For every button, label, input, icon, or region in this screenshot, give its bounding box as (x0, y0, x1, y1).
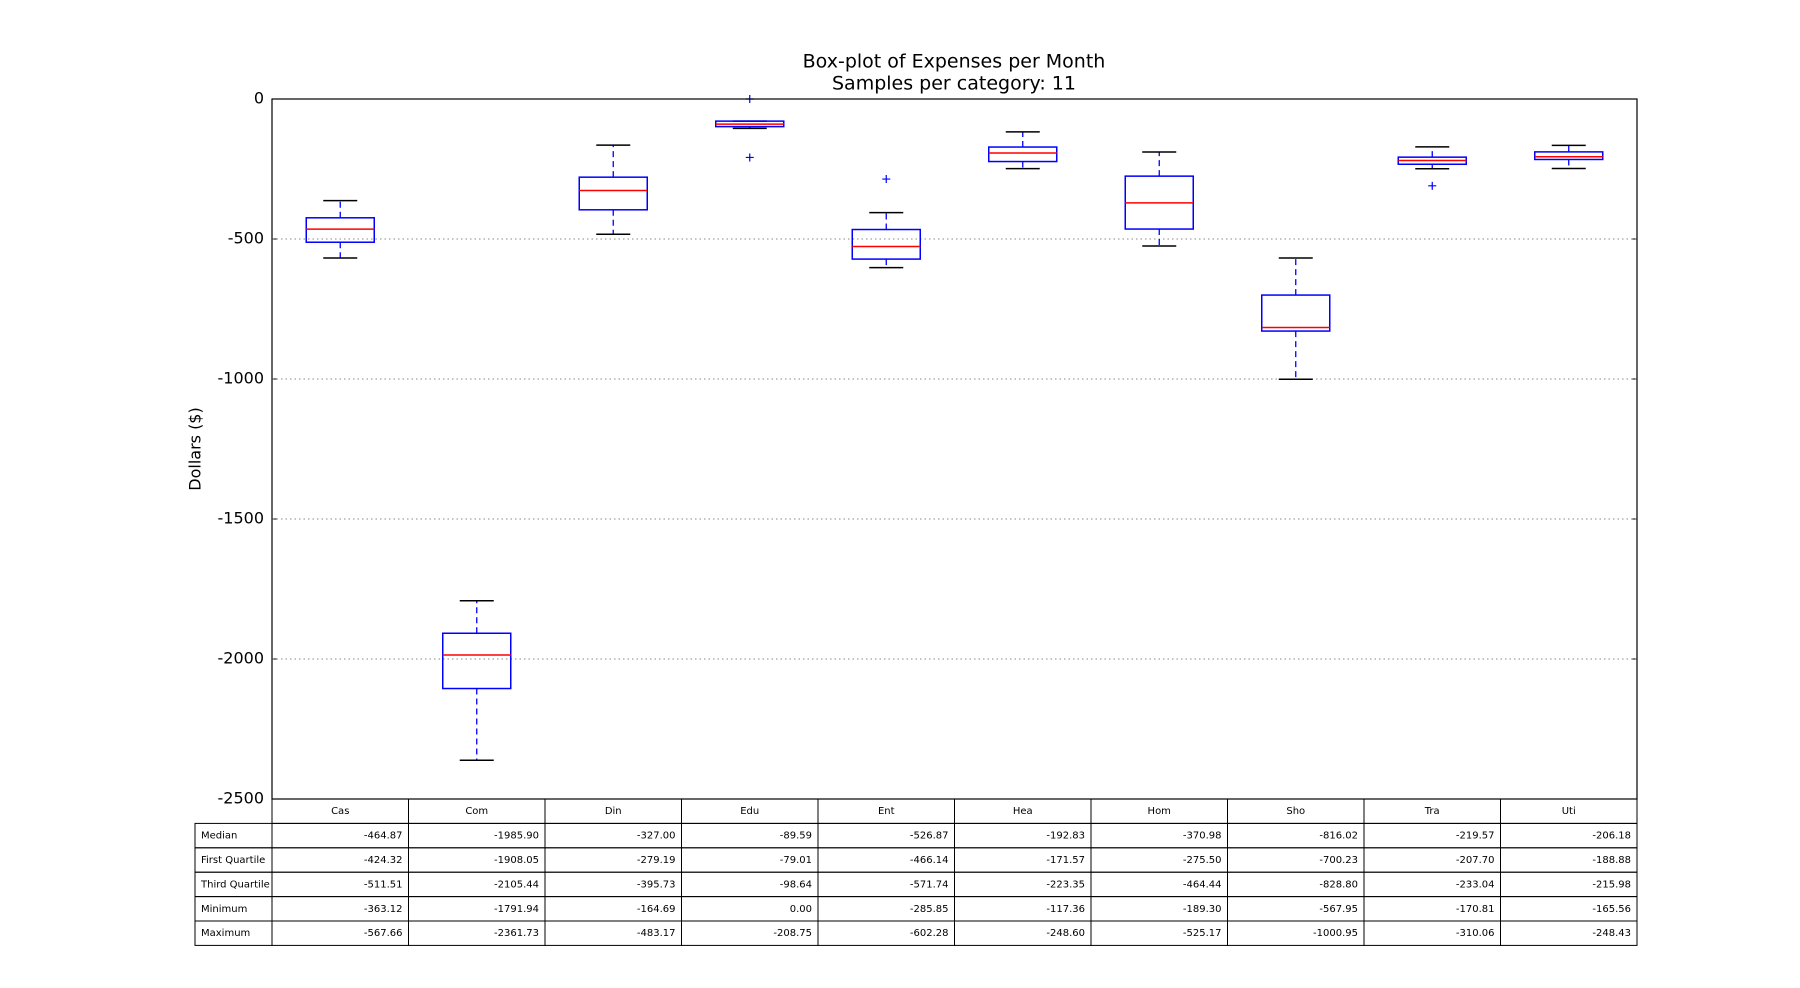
table-value: -223.35 (1046, 879, 1085, 890)
table-value: -1000.95 (1313, 928, 1358, 939)
table-value: -279.19 (637, 855, 676, 866)
table-value: -511.51 (364, 879, 403, 890)
row-header: Third Quartile (200, 879, 270, 890)
table-value: 0.00 (790, 904, 812, 915)
table-value: -567.95 (1319, 904, 1358, 915)
table-value: -165.56 (1592, 904, 1631, 915)
table-value: -1985.90 (494, 831, 539, 842)
y-tick-label: -2500 (218, 789, 265, 808)
table-value: -526.87 (910, 831, 949, 842)
column-header: Edu (740, 806, 759, 817)
y-tick-label: -1000 (218, 369, 265, 388)
column-header: Cas (331, 806, 349, 817)
table-value: -164.69 (637, 904, 676, 915)
table-value: -483.17 (637, 928, 676, 939)
y-tick-label: -500 (228, 229, 264, 248)
table-value: -207.70 (1456, 855, 1495, 866)
y-tick-label: 0 (254, 89, 264, 108)
table-value: -571.74 (910, 879, 949, 890)
row-header: Maximum (201, 928, 250, 939)
table-value: -2361.73 (494, 928, 539, 939)
table-value: -525.17 (1183, 928, 1222, 939)
table-value: -170.81 (1456, 904, 1495, 915)
table-value: -424.32 (364, 855, 403, 866)
table-value: -219.57 (1456, 831, 1495, 842)
table-value: -602.28 (910, 928, 949, 939)
y-tick-label: -1500 (218, 509, 265, 528)
box (305, 217, 375, 243)
table-value: -208.75 (773, 928, 812, 939)
column-header: Tra (1424, 806, 1440, 817)
table-value: -816.02 (1319, 831, 1358, 842)
box (1534, 151, 1604, 161)
column-header: Com (465, 806, 488, 817)
box (988, 146, 1058, 163)
table-value: -567.66 (364, 928, 403, 939)
table-value: -395.73 (637, 879, 676, 890)
column-header: Hea (1013, 806, 1033, 817)
table-value: -466.14 (910, 855, 949, 866)
table-value: -189.30 (1183, 904, 1222, 915)
table-value: -275.50 (1183, 855, 1222, 866)
column-header: Ent (878, 806, 895, 817)
table-value: -464.44 (1183, 879, 1222, 890)
table-value: -310.06 (1456, 928, 1495, 939)
column-header: Din (605, 806, 622, 817)
table-value: -248.60 (1046, 928, 1085, 939)
box (578, 176, 648, 211)
table-value: -206.18 (1592, 831, 1631, 842)
table-value: -700.23 (1319, 855, 1358, 866)
row-header: First Quartile (201, 855, 265, 866)
column-header: Uti (1562, 806, 1576, 817)
row-header: Median (201, 831, 237, 842)
flier (1428, 181, 1437, 190)
column-header: Sho (1286, 806, 1305, 817)
chart-title: Box-plot of Expenses per Month (803, 51, 1106, 73)
table-value: -188.88 (1592, 855, 1631, 866)
table-value: -1791.94 (494, 904, 539, 915)
column-header: Hom (1148, 806, 1171, 817)
table-value: -215.98 (1592, 879, 1631, 890)
table-value: -233.04 (1456, 879, 1495, 890)
table-cell (1500, 920, 1638, 946)
y-tick-label: -2000 (218, 649, 265, 668)
table-value: -464.87 (364, 831, 403, 842)
table-value: -171.57 (1046, 855, 1085, 866)
box (1261, 294, 1331, 332)
table-value: -828.80 (1319, 879, 1358, 890)
table-value: -117.36 (1046, 904, 1085, 915)
chart-subtitle: Samples per category: 11 (832, 73, 1076, 95)
table-value: -370.98 (1183, 831, 1222, 842)
table-value: -98.64 (780, 879, 812, 890)
table-value: -2105.44 (494, 879, 539, 890)
table-value: -285.85 (910, 904, 949, 915)
y-axis-label: Dollars ($) (186, 407, 205, 490)
flier (882, 175, 891, 184)
table-value: -1908.05 (494, 855, 539, 866)
table-value: -79.01 (780, 855, 812, 866)
table-value: -327.00 (637, 831, 676, 842)
table-value: -89.59 (780, 831, 812, 842)
table-value: -248.43 (1592, 928, 1631, 939)
box (851, 228, 921, 260)
table-value: -363.12 (364, 904, 403, 915)
box (442, 632, 512, 690)
flier (745, 153, 754, 162)
table-value: -192.83 (1046, 831, 1085, 842)
row-header: Minimum (201, 904, 247, 915)
